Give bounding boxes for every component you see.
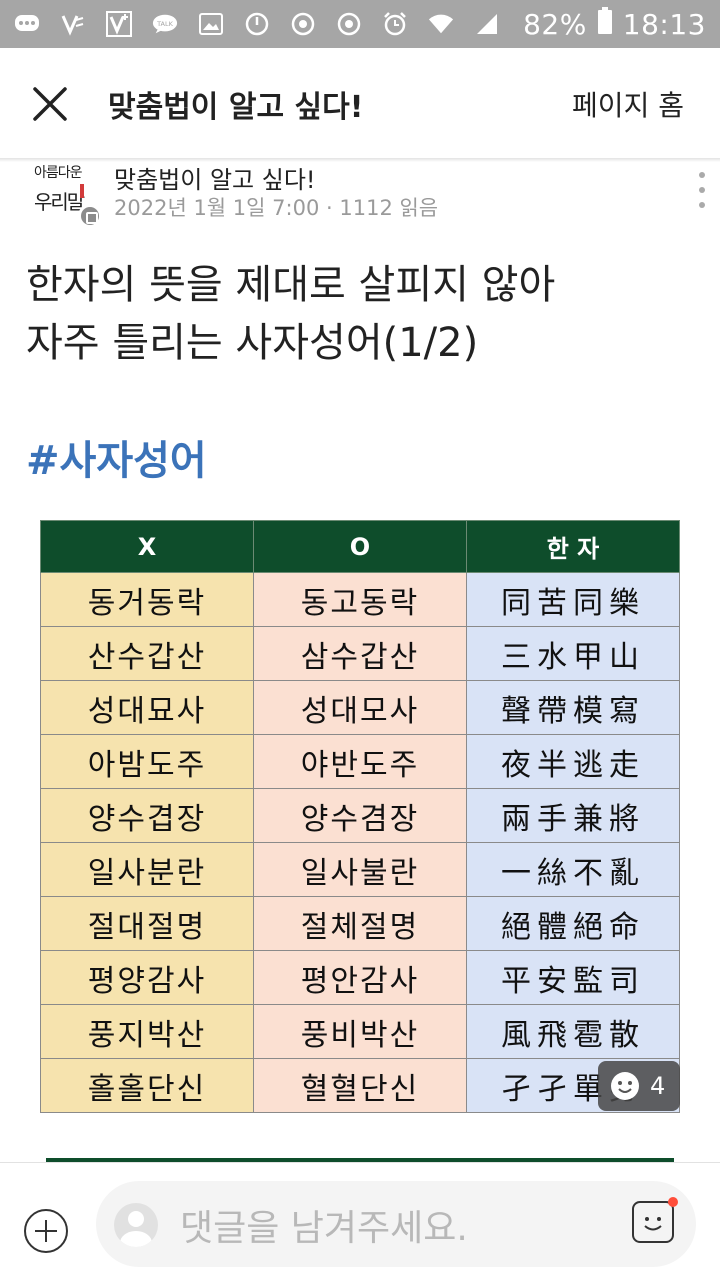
clock: 18:13 [622, 7, 706, 41]
wrong-cell: 동거동락 [40, 572, 254, 627]
table-row: 풍지박산 풍비박산 風飛雹散 [40, 1004, 680, 1059]
table-row: 절대절명 절체절명 絕體絕命 [40, 896, 680, 951]
status-bar: TALK 82% 18:13 [0, 0, 720, 48]
wrong-cell: 산수갑산 [40, 626, 254, 681]
reaction-count: 4 [650, 1072, 666, 1100]
title-line-1: 한자의 뜻을 제대로 살피지 않아 [26, 262, 556, 308]
avatar[interactable]: 아름다운 우리말 [24, 160, 96, 226]
correct-cell: 동고동락 [253, 572, 467, 627]
table-row: 산수갑산 삼수갑산 三水甲山 [40, 626, 680, 681]
correct-cell: 야반도주 [253, 734, 467, 789]
header-wrong: X [40, 520, 254, 573]
plus-circle-icon[interactable] [24, 1209, 68, 1253]
page-title: 맞춤법이 알고 싶다! [108, 90, 364, 125]
page-name[interactable]: 맞춤법이 알고 싶다! [114, 166, 316, 194]
title-line-2: 자주 틀리는 사자성어(1/2) [26, 320, 479, 366]
status-icons: TALK [14, 11, 500, 37]
wrong-cell: 평양감사 [40, 950, 254, 1005]
wrong-cell: 홀홀단신 [40, 1058, 254, 1113]
correct-cell: 일사불란 [253, 842, 467, 897]
correct-cell: 절체절명 [253, 896, 467, 951]
status-right: 82% 18:13 [523, 6, 706, 42]
battery-icon [597, 6, 613, 42]
table-row: 일사분란 일사불란 一絲不亂 [40, 842, 680, 897]
avatar-text-line1: 아름다운 [34, 165, 83, 181]
table-row: 성대묘사 성대모사 聲帶模寫 [40, 680, 680, 735]
avatar-text-line2: 우리말 [34, 190, 85, 214]
table-row: 홀홀단신 혈혈단신 孑孑單身 [40, 1058, 680, 1113]
table-row: 평양감사 평안감사 平安監司 [40, 950, 680, 1005]
alarm-icon [382, 12, 408, 36]
wrong-cell: 절대절명 [40, 896, 254, 951]
more-options-icon[interactable] [696, 172, 708, 208]
hanja-cell: 聲帶模寫 [466, 680, 680, 735]
wrong-cell: 풍지박산 [40, 1004, 254, 1059]
svg-text:TALK: TALK [156, 20, 174, 28]
table-header-row: X O 한 자 [40, 520, 680, 573]
comment-input[interactable]: 댓글을 남겨주세요. [180, 1208, 468, 1249]
table-row: 동거동락 동고동락 同苦同樂 [40, 572, 680, 627]
correct-cell: 삼수갑산 [253, 626, 467, 681]
chrome-icon [336, 12, 362, 36]
correct-cell: 풍비박산 [253, 1004, 467, 1059]
app-header: 맞춤법이 알고 싶다! 페이지 홈 [0, 48, 720, 160]
close-button[interactable] [22, 76, 78, 132]
post-date-views: 2022년 1월 1일 7:00 · 1112 읽음 [114, 192, 438, 222]
correct-cell: 평안감사 [253, 950, 467, 1005]
avatar-accent [80, 184, 84, 198]
table-row: 양수겹장 양수겸장 兩手兼將 [40, 788, 680, 843]
correct-cell: 성대모사 [253, 680, 467, 735]
comment-bar: 댓글을 남겨주세요. [0, 1162, 720, 1280]
wrong-cell: 양수겹장 [40, 788, 254, 843]
view-count: 1112 읽음 [339, 196, 439, 220]
post-title: 한자의 뜻을 제대로 살피지 않아 자주 틀리는 사자성어(1/2) [26, 256, 696, 372]
comment-box[interactable]: 댓글을 남겨주세요. [96, 1181, 696, 1267]
reaction-button[interactable]: 4 [598, 1061, 680, 1111]
header-correct: O [253, 520, 467, 573]
user-avatar-icon [114, 1203, 158, 1247]
battery-percent: 82% [523, 7, 587, 41]
gallery-icon [198, 12, 224, 36]
next-table-peek [46, 1158, 674, 1164]
hanja-cell: 一絲不亂 [466, 842, 680, 897]
hanja-cell: 絕體絕命 [466, 896, 680, 951]
wrong-cell: 일사분란 [40, 842, 254, 897]
wrong-cell: 아밤도주 [40, 734, 254, 789]
wrong-cell: 성대묘사 [40, 680, 254, 735]
wifi-icon [428, 12, 454, 36]
separator-dot: · [326, 196, 340, 220]
page-badge-icon [78, 204, 102, 228]
correct-cell: 혈혈단신 [253, 1058, 467, 1113]
emoji-icon[interactable] [632, 1197, 678, 1243]
hashtag-link[interactable]: #사자성어 [26, 438, 207, 484]
correct-cell: 양수겸장 [253, 788, 467, 843]
v-plus-app-icon [106, 11, 132, 37]
close-icon [33, 87, 67, 121]
chat-dots-icon [14, 12, 40, 36]
post-date: 2022년 1월 1일 7:00 [114, 196, 320, 220]
idiom-table: X O 한 자 동거동락 동고동락 同苦同樂 산수갑산 삼수갑산 三水甲山 성대묘사 성대… [40, 520, 680, 1113]
hanja-cell: 兩手兼將 [466, 788, 680, 843]
hanja-cell: 夜半逃走 [466, 734, 680, 789]
hanja-cell: 三水甲山 [466, 626, 680, 681]
table-row: 아밤도주 야반도주 夜半逃走 [40, 734, 680, 789]
hanja-cell: 平安監司 [466, 950, 680, 1005]
talk-icon: TALK [152, 12, 178, 36]
signal-icon [474, 12, 500, 36]
hanja-cell: 風飛雹散 [466, 1004, 680, 1059]
smile-icon [611, 1072, 639, 1100]
post-meta: 아름다운 우리말 맞춤법이 알고 싶다! 2022년 1월 1일 7:00 · … [24, 160, 714, 232]
header-divider [0, 158, 720, 162]
page-home-link[interactable]: 페이지 홈 [572, 89, 684, 122]
v-app-icon [60, 12, 86, 36]
notification-dot [668, 1197, 678, 1207]
header-hanja: 한 자 [466, 520, 680, 573]
hanja-cell: 同苦同樂 [466, 572, 680, 627]
power-icon [244, 12, 270, 36]
idiom-table-image: X O 한 자 동거동락 동고동락 同苦同樂 산수갑산 삼수갑산 三水甲山 성대묘사 성대… [40, 520, 680, 1113]
chrome-icon [290, 12, 316, 36]
